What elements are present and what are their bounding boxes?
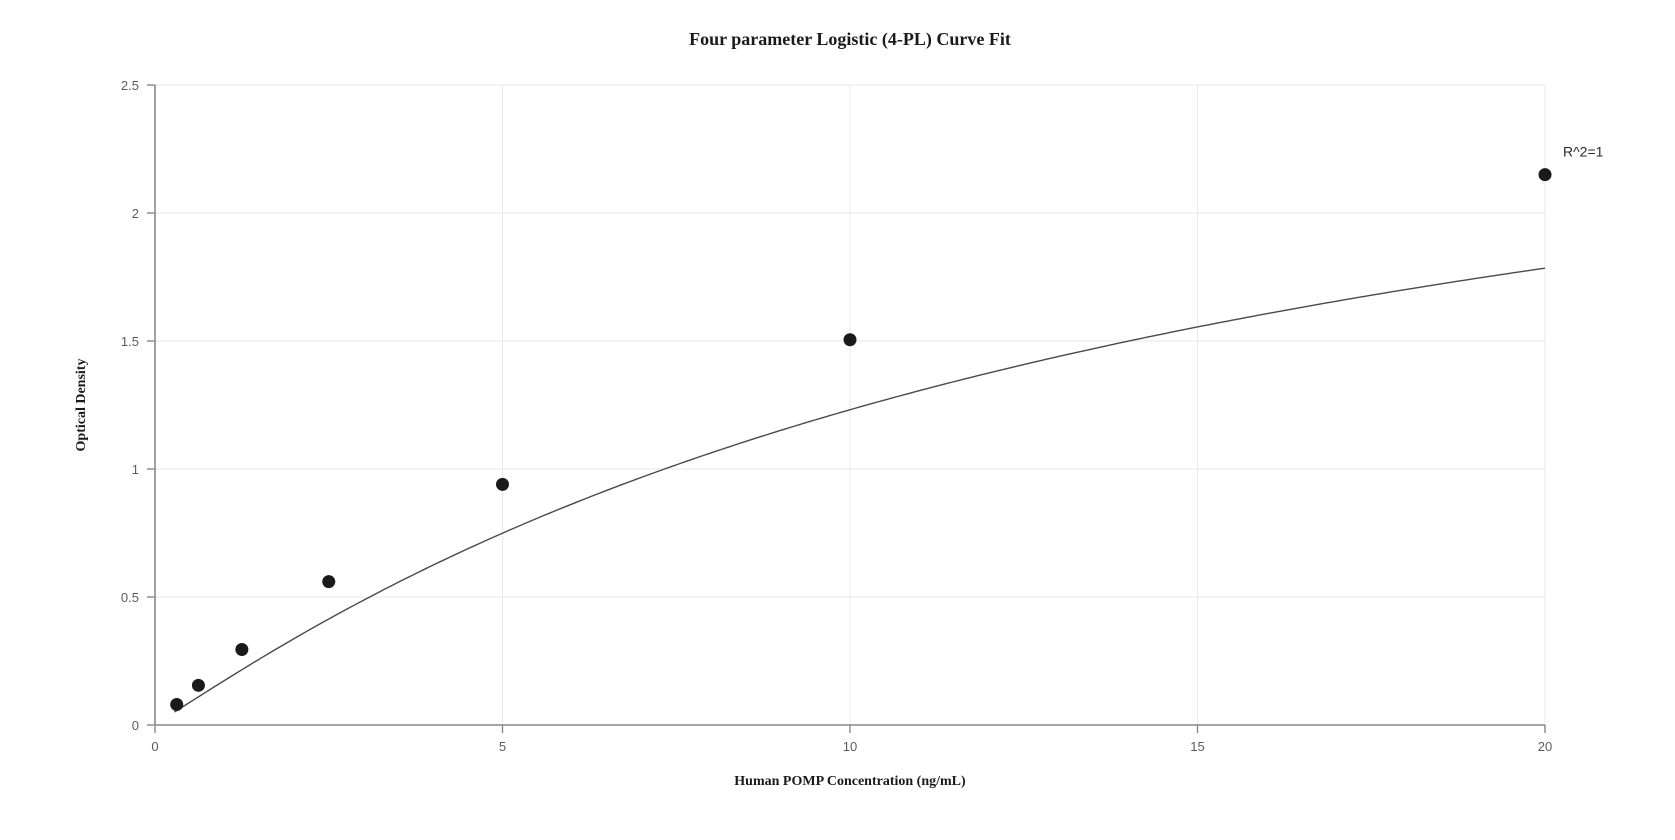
data-point-marker (192, 679, 205, 692)
y-tick-label: 2.5 (121, 78, 139, 93)
y-tick-label: 1 (132, 462, 139, 477)
chart-container: 0 5 10 15 20 0 0.5 1 1.5 2 2.5 R^2=1 Four parameter … (0, 0, 1675, 840)
x-axis-label: Human POMP Concentration (ng/mL) (734, 774, 966, 789)
x-tick-label: 15 (1190, 739, 1204, 754)
data-point-marker (235, 643, 248, 656)
y-tick-label: 0.5 (121, 590, 139, 605)
data-point-marker (844, 333, 857, 346)
x-tick-label: 10 (843, 739, 857, 754)
x-tick-label: 0 (151, 739, 158, 754)
chart-background (0, 0, 1675, 840)
curve-fit-chart: 0 5 10 15 20 0 0.5 1 1.5 2 2.5 R^2=1 Four parameter … (0, 0, 1675, 840)
x-tick-label: 5 (499, 739, 506, 754)
data-point-marker (322, 575, 335, 588)
y-tick-label: 2 (132, 206, 139, 221)
chart-title: Four parameter Logistic (4-PL) Curve Fit (689, 29, 1011, 50)
data-point-marker (1539, 168, 1552, 181)
r-squared-annotation: R^2=1 (1563, 144, 1604, 160)
y-tick-label: 0 (132, 718, 139, 733)
y-axis-label: Optical Density (74, 359, 89, 452)
y-tick-label: 1.5 (121, 334, 139, 349)
x-tick-label: 20 (1538, 739, 1552, 754)
data-point-marker (170, 698, 183, 711)
data-point-marker (496, 478, 509, 491)
